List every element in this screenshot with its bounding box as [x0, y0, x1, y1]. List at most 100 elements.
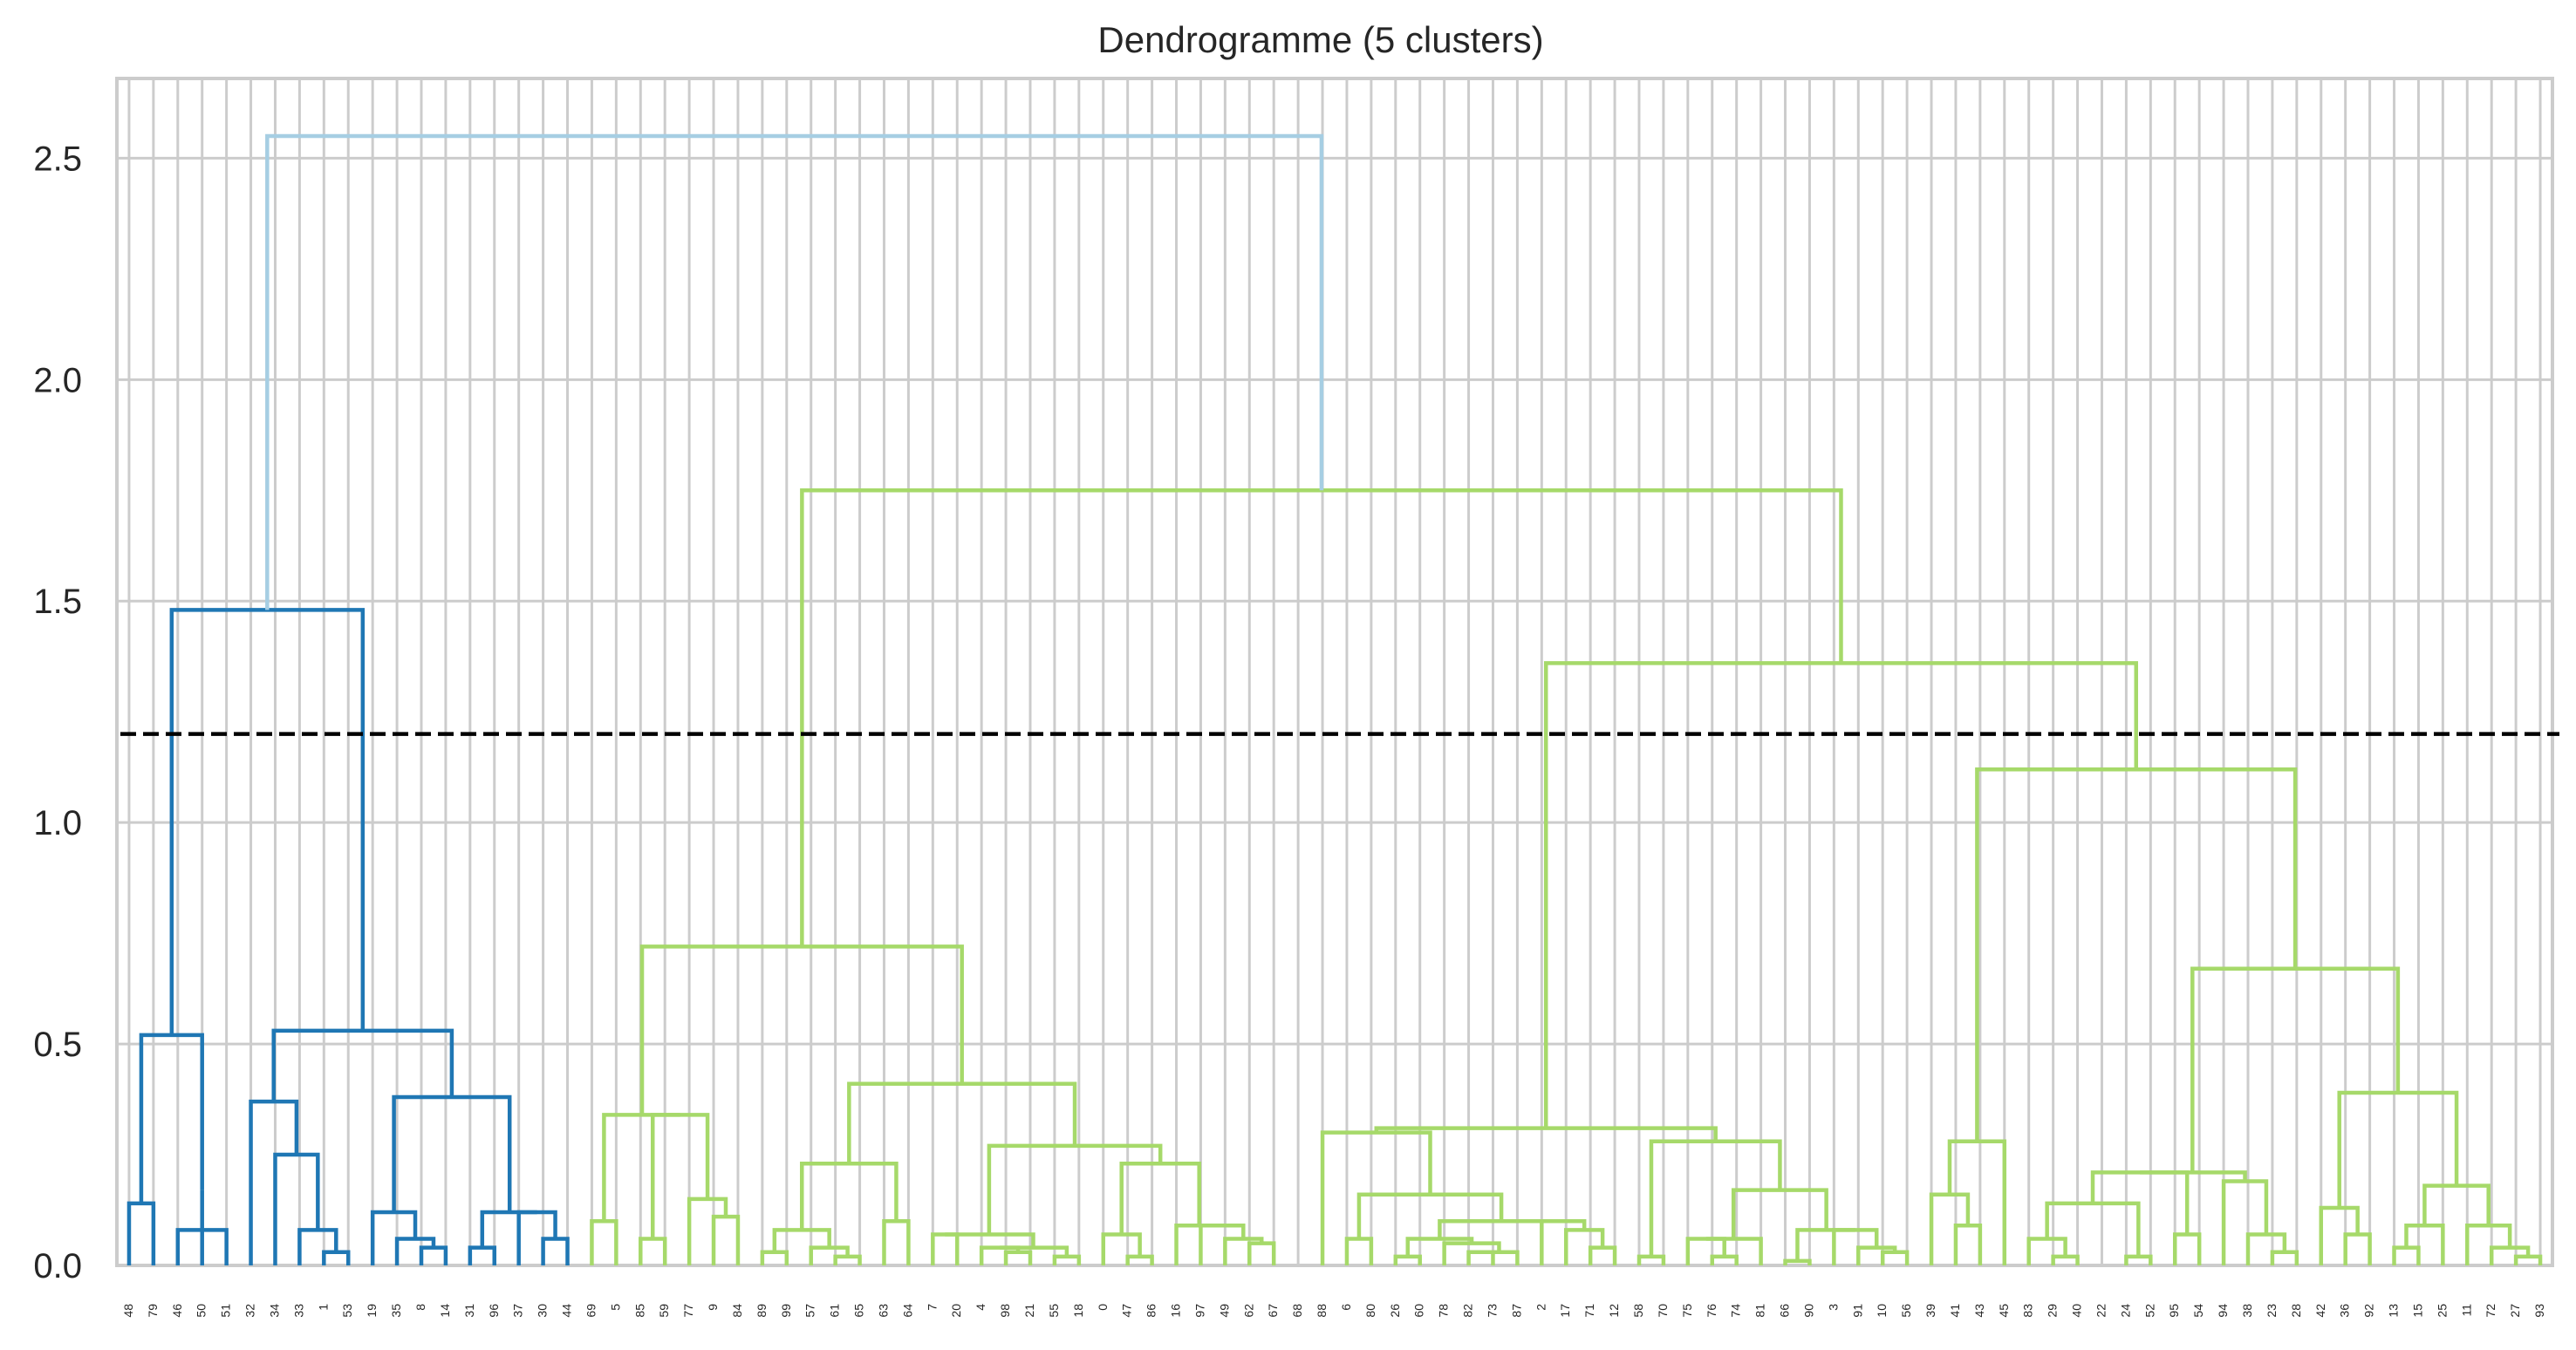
leaf-label: 53 [340, 1304, 354, 1318]
dendrogram-link [847, 1081, 1077, 1164]
dendrogram-link [1101, 1232, 1142, 1265]
y-tick-label: 1.0 [33, 804, 82, 842]
dendrogram-link [265, 133, 1324, 610]
leaf-label: 12 [1607, 1304, 1621, 1318]
y-tick-label: 0.0 [33, 1247, 82, 1285]
leaf-label: 3 [1826, 1304, 1840, 1311]
leaf-label: 38 [2240, 1304, 2254, 1318]
dendrogram-link [1685, 1237, 1726, 1265]
leaf-label: 32 [243, 1304, 257, 1318]
dendrogram-link [2172, 1232, 2202, 1265]
leaf-label: 84 [730, 1304, 744, 1318]
dendrogram-link [1929, 1192, 1971, 1265]
leaf-label: 54 [2191, 1304, 2205, 1318]
dendrogram-link [1543, 661, 2138, 1128]
dendrogram-tree [126, 133, 2543, 1265]
leaf-label: 57 [803, 1304, 817, 1318]
dendrogram-link [639, 944, 964, 1115]
dendrogram-link [2319, 1205, 2360, 1265]
dendrogram-link [1540, 1218, 1587, 1265]
leaf-label: 36 [2338, 1304, 2352, 1318]
dendrogram-link [1174, 1224, 1222, 1265]
leaf-label: 74 [1729, 1304, 1743, 1318]
leaf-label: 17 [1558, 1304, 1572, 1318]
leaf-label: 79 [146, 1304, 160, 1318]
leaf-label: 26 [1388, 1304, 1402, 1318]
leaf-label: 76 [1705, 1304, 1718, 1318]
dendrogram-link [1466, 1250, 1495, 1265]
dendrogram-link [2026, 1237, 2067, 1265]
dendrogram-link [1795, 1228, 1855, 1261]
leaf-label: 34 [267, 1304, 281, 1318]
dendrogram-link [1480, 1250, 1520, 1265]
dendrogram-link [1320, 1130, 1432, 1265]
leaf-label: 71 [1582, 1304, 1596, 1318]
leaf-label: 5 [608, 1304, 622, 1311]
dendrogram-link [126, 1201, 156, 1265]
leaf-label: 68 [1290, 1304, 1304, 1318]
leaf-label: 86 [1145, 1304, 1158, 1318]
leaf-label: 70 [1656, 1304, 1670, 1318]
dendrogram-link [2343, 1232, 2372, 1265]
leaf-label: 42 [2313, 1304, 2327, 1318]
leaf-label: 94 [2216, 1304, 2230, 1318]
leaf-label: 95 [2167, 1304, 2181, 1318]
leaf-label: 48 [121, 1304, 135, 1318]
leaf-label: 1 [316, 1304, 330, 1311]
leaf-label: 52 [2142, 1304, 2156, 1318]
leaf-label: 59 [657, 1304, 671, 1318]
dendrogram-link [687, 1197, 728, 1265]
y-axis-ticks: 0.0 0.5 1.0 1.5 2.0 2.5 [33, 140, 82, 1285]
leaf-label: 85 [632, 1304, 646, 1318]
dendrogram-link [2045, 1201, 2141, 1257]
leaf-label: 20 [949, 1304, 963, 1318]
leaf-label: 72 [2484, 1304, 2497, 1318]
leaf-label: 92 [2362, 1304, 2376, 1318]
leaf-label: 47 [1120, 1304, 1134, 1318]
leaf-label: 30 [536, 1304, 550, 1318]
leaf-label: 65 [852, 1304, 866, 1318]
y-tick-label: 2.5 [33, 140, 82, 178]
leaf-label: 29 [2046, 1304, 2060, 1318]
leaf-label: 9 [706, 1304, 720, 1311]
leaf-label: 41 [1948, 1304, 1962, 1318]
dendrogram-link [2140, 1170, 2247, 1182]
dendrogram-link [2221, 1179, 2269, 1265]
leaf-label: 0 [1096, 1304, 1110, 1311]
leaf-label: 55 [1047, 1304, 1061, 1318]
dendrogram-link [1199, 1224, 1246, 1265]
leaf-label: 37 [511, 1304, 525, 1318]
dendrogram-link [541, 1237, 570, 1265]
leaf-label: 50 [195, 1304, 208, 1318]
dendrogram-link [297, 1228, 338, 1265]
dendrogram-link [419, 1245, 448, 1265]
grid [117, 78, 2552, 1267]
dendrogram-link [987, 1143, 1163, 1235]
dendrogram-link [2465, 1224, 2512, 1265]
leaf-label: 40 [2070, 1304, 2084, 1318]
leaf-label: 62 [1241, 1304, 1255, 1318]
dendrogram-link [1953, 1224, 1983, 1265]
leaf-label: 16 [1169, 1304, 1183, 1318]
leaf-label: 69 [584, 1304, 598, 1318]
dendrogram-link [1705, 1237, 1763, 1265]
leaf-label: 21 [1022, 1304, 1036, 1318]
dendrogram-link [2270, 1250, 2299, 1265]
dendrogram-link [2392, 1245, 2421, 1265]
leaf-label: 44 [560, 1304, 574, 1318]
dendrogram-link [1856, 1245, 1897, 1265]
leaf-label: 33 [291, 1304, 305, 1318]
leaf-label: 25 [2435, 1304, 2449, 1318]
leaf-label: 75 [1680, 1304, 1694, 1318]
leaf-label: 51 [219, 1304, 233, 1318]
dendrogram-link [370, 1210, 418, 1265]
leaf-label: 96 [487, 1304, 501, 1318]
dendrogram-link [2404, 1224, 2445, 1265]
dendrogram-link [809, 1245, 850, 1265]
leaf-label: 23 [2265, 1304, 2279, 1318]
leaf-label: 98 [998, 1304, 1012, 1318]
leaf-label: 80 [1363, 1304, 1377, 1318]
dendrogram-link [1003, 1250, 1033, 1265]
dendrogram-link [392, 1094, 512, 1213]
dendrogram-link [322, 1250, 351, 1265]
